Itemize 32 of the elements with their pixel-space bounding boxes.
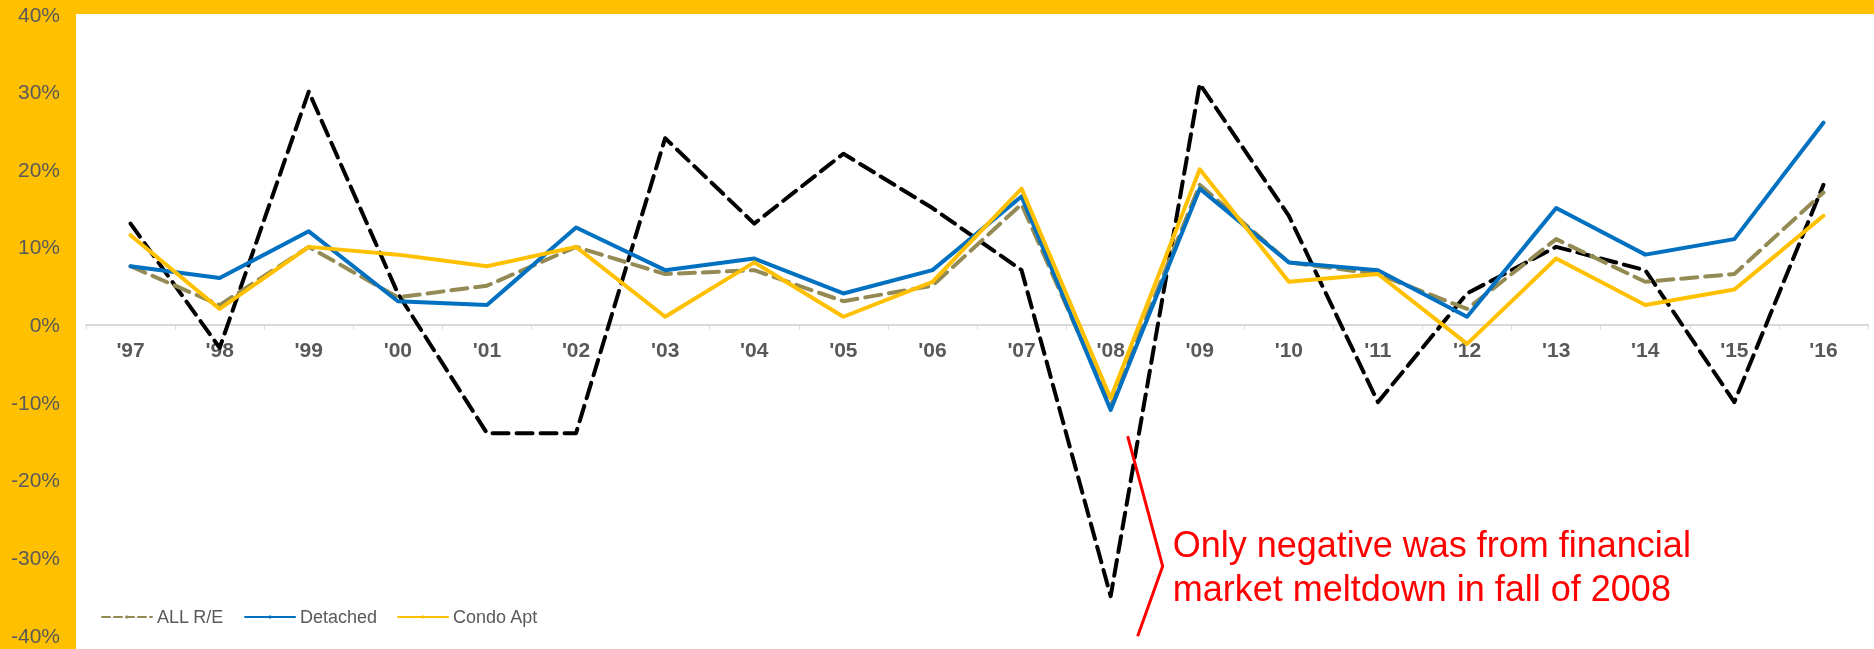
y-tick-label: -20%	[10, 468, 60, 492]
x-tick-label: '15	[1720, 337, 1749, 361]
x-tick-label: '99	[294, 337, 323, 361]
y-tick-label: 0%	[29, 313, 60, 336]
x-tick-label: '07	[1007, 337, 1036, 361]
annotation: Only negative was from financial market meltdown in fall of 2008	[1172, 523, 1691, 609]
x-tick-label: '01	[472, 337, 502, 361]
x-tick-label: '09	[1185, 337, 1214, 361]
y-tick-label: 10%	[17, 235, 60, 259]
x-tick-label: '04	[740, 337, 769, 361]
legend-label: ALL R/E	[157, 607, 224, 627]
y-tick-label: 40%	[17, 2, 60, 26]
y-tick-label: 30%	[17, 80, 60, 104]
y-tick-label: -30%	[10, 545, 60, 569]
x-tick-label: '11	[1364, 337, 1392, 361]
x-tick-label: '12	[1452, 337, 1482, 361]
x-tick-label: '10	[1274, 337, 1304, 361]
x-tick-label: '05	[829, 337, 858, 361]
x-tick-label: '16	[1809, 337, 1838, 361]
x-tick-label: '97	[116, 337, 145, 361]
x-tick-label: '14	[1631, 337, 1660, 361]
x-tick-label: '06	[918, 337, 947, 361]
y-tick-label: -10%	[10, 390, 60, 414]
x-tick-label: '00	[383, 337, 413, 361]
legend-label: Condo Apt	[453, 607, 538, 627]
y-tick-label: 20%	[17, 157, 60, 181]
x-tick-label: '03	[650, 337, 680, 361]
legend-label: Detached	[300, 607, 378, 627]
x-tick-label: '08	[1096, 337, 1126, 361]
x-tick-label: '02	[561, 337, 591, 361]
x-tick-label: '13	[1541, 337, 1571, 361]
y-tick-label: -40%	[10, 623, 60, 647]
